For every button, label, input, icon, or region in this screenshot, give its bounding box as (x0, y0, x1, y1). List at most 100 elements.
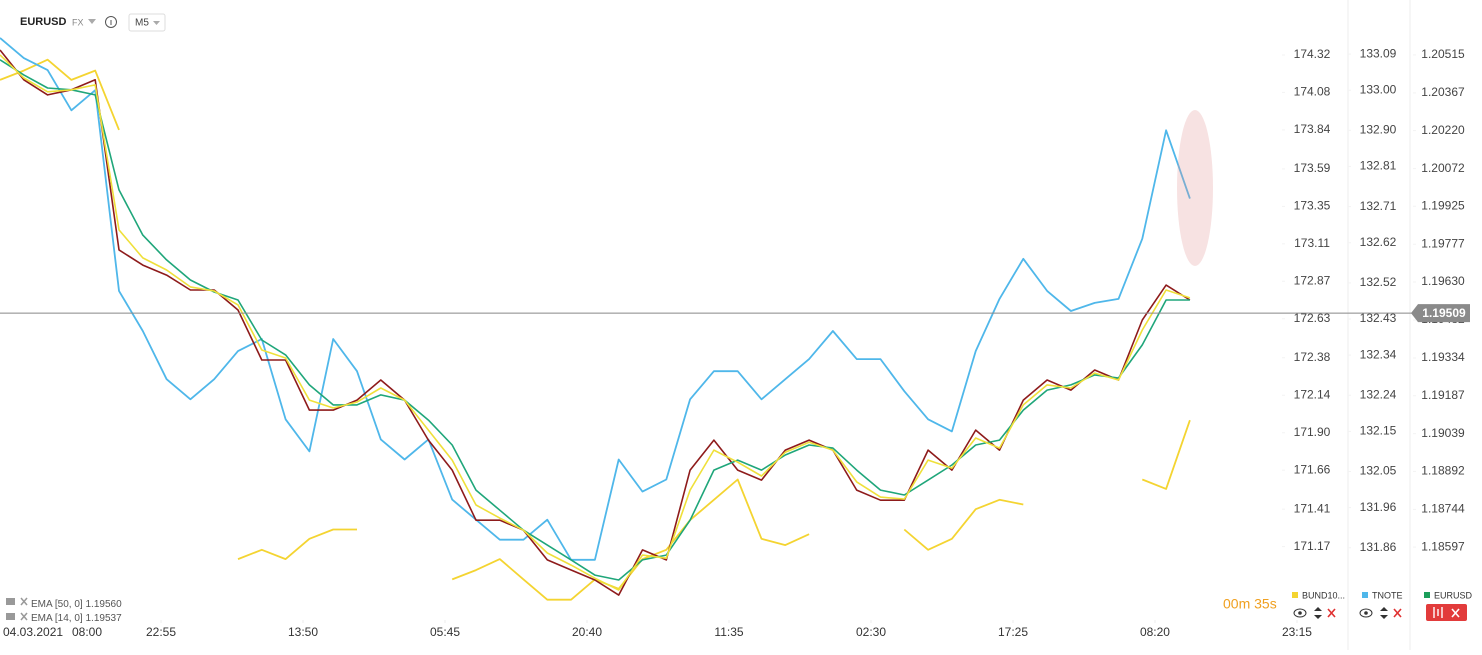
x-tick-label: 08:20 (1140, 625, 1170, 639)
order-icon[interactable] (1380, 607, 1388, 619)
last-price-tag (1411, 304, 1470, 323)
remove-icon[interactable] (1393, 608, 1402, 618)
y-tick-label: 1.19039 (1421, 426, 1465, 440)
y-tick-label: 1.19630 (1421, 274, 1465, 288)
legend-entry: EURUSD (1434, 590, 1473, 600)
y-tick-label: 1.19187 (1421, 388, 1465, 402)
remove-icon[interactable] (1327, 608, 1336, 618)
candle-icon (1433, 607, 1443, 618)
start-date: 04.03.2021 (3, 625, 63, 639)
order-icon[interactable] (1314, 607, 1322, 619)
indicator-legend: EMA [50, 0] 1.19560 EMA [14, 0] 1.19537 (6, 597, 122, 624)
info-icon[interactable] (105, 16, 117, 28)
y-tick-label: 132.62 (1360, 235, 1397, 249)
price-line (0, 49, 1191, 596)
y-tick-label: 1.19777 (1421, 236, 1465, 250)
y-tick-label: 133.09 (1360, 46, 1397, 60)
candle-timer: 00m 35s (1223, 596, 1277, 612)
y-tick-label: 132.81 (1360, 159, 1397, 173)
last-price-label: 1.19509 (1422, 306, 1466, 320)
plot-area (0, 37, 1191, 601)
y-tick-label: 171.66 (1294, 462, 1331, 476)
indicator-entry: EMA [14, 0] 1.19537 (31, 613, 122, 624)
legend-swatch (1362, 592, 1368, 598)
x-tick-label: 02:30 (856, 625, 886, 639)
y-tick-label: 1.18892 (1421, 464, 1465, 478)
x-tick-label: 20:40 (572, 625, 602, 639)
eye-pupil (1298, 611, 1302, 615)
y-tick-label: 173.11 (1294, 236, 1330, 250)
y-tick-label: 173.84 (1294, 122, 1331, 136)
y-tick-label: 132.43 (1360, 311, 1397, 325)
ema-line (0, 54, 1191, 591)
y-tick-label: 132.71 (1360, 199, 1397, 213)
y-tick-label: 172.87 (1294, 273, 1331, 287)
ema-line (0, 59, 1190, 581)
y-tick-label: 174.08 (1294, 85, 1331, 99)
indicator-entry: EMA [50, 0] 1.19560 (31, 599, 122, 610)
y-tick-label: 173.59 (1294, 161, 1331, 175)
x-tick-label: 05:45 (430, 625, 460, 639)
y-tick-label: 132.24 (1360, 387, 1397, 401)
x-tick-label: 23:15 (1282, 625, 1312, 639)
y-tick-label: 1.19925 (1421, 198, 1465, 212)
y-tick-label: 1.18744 (1421, 502, 1465, 516)
y-tick-label: 171.41 (1294, 501, 1331, 515)
indicator-value: 1.19537 (85, 613, 122, 624)
interval: M5 (135, 18, 149, 29)
y-tick-label: 1.20367 (1421, 85, 1465, 99)
remove-icon[interactable] (1451, 608, 1460, 618)
remove-icon[interactable] (20, 612, 28, 621)
interval-selector[interactable] (128, 13, 166, 32)
x-tick-label: 13:50 (288, 625, 318, 639)
eye-icon[interactable] (1293, 608, 1307, 618)
y-tick-label: 1.20072 (1421, 161, 1465, 175)
legend-controls (1293, 604, 1467, 621)
y-tick-label: 132.05 (1360, 464, 1397, 478)
indicator-name: EMA [14, 0] (31, 613, 83, 624)
y-tick-label: 174.32 (1294, 47, 1331, 61)
y-tick-label: 133.00 (1360, 82, 1397, 96)
start-time: 08:00 (72, 625, 102, 639)
y-tick-label: 1.19334 (1421, 350, 1465, 364)
price-line (0, 37, 1191, 561)
dropdown-icon (153, 21, 160, 25)
y-tick-label: 131.86 (1360, 540, 1397, 554)
y-tick-label: 173.35 (1294, 199, 1331, 213)
x-tick-label: 17:25 (998, 625, 1028, 639)
eye-pupil (1364, 611, 1368, 615)
y-tick-label: 132.15 (1360, 424, 1397, 438)
eye-icon[interactable] (1359, 608, 1373, 618)
y-tick-label: 132.90 (1360, 123, 1397, 137)
highlight-ellipse (1177, 110, 1213, 266)
dropdown-icon[interactable] (88, 19, 96, 24)
x-tick-label: 11:35 (714, 625, 743, 639)
y-tick-label: 131.96 (1360, 500, 1397, 514)
y-tick-label: 172.38 (1294, 350, 1331, 364)
indicator-value: 1.19560 (85, 599, 122, 610)
y-tick-label: 172.63 (1294, 311, 1331, 325)
symbol[interactable]: EURUSD (20, 16, 67, 28)
x-tick-label: 22:55 (146, 625, 176, 639)
indicator-icon[interactable] (6, 598, 15, 605)
y-tick-label: 1.20515 (1421, 47, 1465, 61)
axes: 174.32 174.08 173.84 173.59 173.35 173.11 172.… (0, 46, 1473, 639)
y-tick-label: 171.17 (1294, 539, 1331, 553)
y-tick-label: 1.18597 (1421, 539, 1465, 553)
y-tick-label: 171.90 (1294, 425, 1331, 439)
legend-swatch (1424, 592, 1430, 598)
y-tick-label: 1.20220 (1421, 123, 1465, 137)
indicator-name: EMA [50, 0] (31, 599, 83, 610)
legend-entry: BUND10... (1302, 590, 1345, 600)
y-tick-label: 172.14 (1294, 387, 1331, 401)
remove-icon[interactable] (20, 597, 28, 606)
indicator-icon[interactable] (6, 613, 15, 620)
legend-entry: TNOTE (1372, 590, 1403, 600)
legend-swatch (1292, 592, 1298, 598)
symbol-controls[interactable] (1426, 604, 1467, 621)
market: FX (72, 17, 84, 27)
y-tick-label: 132.52 (1360, 275, 1397, 289)
y-tick-label: 132.34 (1360, 347, 1397, 361)
